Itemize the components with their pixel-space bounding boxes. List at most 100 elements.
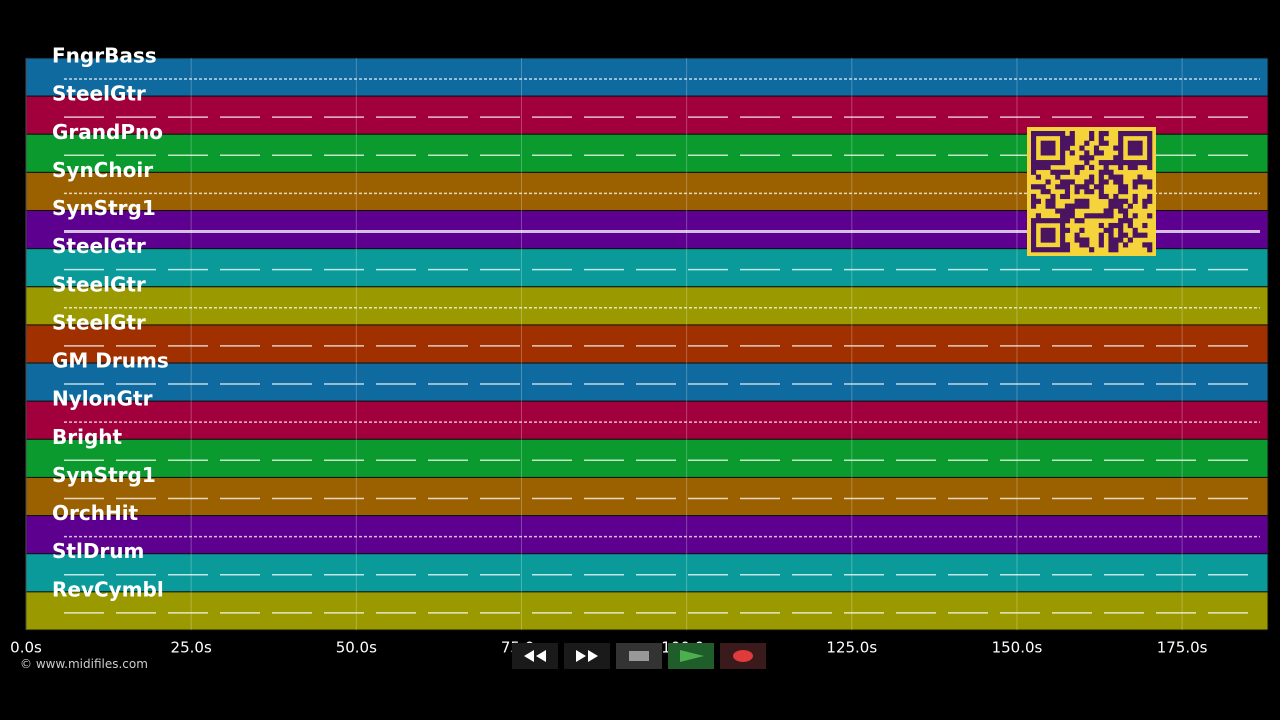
qr-cell xyxy=(1035,164,1041,171)
qr-cell xyxy=(1147,140,1153,146)
qr-cell xyxy=(1064,247,1071,253)
qr-cell xyxy=(1089,131,1095,137)
qr-cell xyxy=(1113,174,1119,180)
qr-cell xyxy=(1118,198,1124,204)
qr-cell xyxy=(1089,155,1095,161)
qr-cell xyxy=(1045,145,1051,151)
qr-cell xyxy=(1089,189,1095,195)
qr-cell xyxy=(1031,155,1037,161)
qr-cell xyxy=(1045,198,1051,204)
qr-cell xyxy=(1098,135,1104,141)
rewind-button[interactable] xyxy=(512,643,558,669)
qr-cell xyxy=(1084,150,1090,156)
qr-cell xyxy=(1045,140,1051,146)
qr-cell xyxy=(1132,198,1138,204)
copyright: © www.midifiles.com xyxy=(20,657,148,671)
qr-cell xyxy=(1108,213,1114,219)
qr-cell xyxy=(1050,247,1056,253)
qr-cell xyxy=(1103,140,1109,146)
qr-cell xyxy=(1064,179,1071,185)
qr-cell xyxy=(1118,179,1124,185)
qr-cell xyxy=(1064,184,1071,190)
qr-cell xyxy=(1031,218,1037,224)
qr-cell xyxy=(1064,208,1071,214)
qr-cell xyxy=(1040,145,1046,151)
qr-cell xyxy=(1050,160,1056,166)
qr-cell xyxy=(1098,213,1104,219)
qr-cell xyxy=(1031,222,1037,229)
qr-cell xyxy=(1118,218,1124,224)
qr-cell xyxy=(1069,213,1075,219)
qr-cell xyxy=(1118,155,1124,161)
track-lane xyxy=(25,438,1269,478)
qr-cell xyxy=(1089,213,1095,219)
qr-cell xyxy=(1040,237,1046,243)
qr-cell xyxy=(1113,155,1119,161)
qr-cell xyxy=(1122,242,1129,248)
qr-cell xyxy=(1045,237,1051,243)
play-button[interactable] xyxy=(668,643,714,669)
qr-cell xyxy=(1147,131,1153,137)
qr-cell xyxy=(1118,203,1124,209)
stop-button[interactable] xyxy=(616,643,662,669)
qr-cell xyxy=(1045,189,1051,195)
qr-cell xyxy=(1132,179,1138,185)
qr-cell xyxy=(1132,140,1138,146)
qr-cell xyxy=(1060,155,1066,161)
qr-cell xyxy=(1122,184,1129,190)
qr-cell xyxy=(1055,174,1061,180)
qr-cell xyxy=(1118,131,1124,137)
qr-cell xyxy=(1064,203,1071,209)
qr-cell xyxy=(1089,174,1095,180)
qr-cell xyxy=(1060,227,1066,233)
qr-cell xyxy=(1035,247,1041,253)
qr-cell xyxy=(1064,227,1071,233)
record-button[interactable] xyxy=(720,643,766,669)
qr-cell xyxy=(1040,160,1046,166)
qr-cell xyxy=(1108,222,1114,229)
qr-cell xyxy=(1137,179,1143,185)
qr-cell xyxy=(1103,208,1109,214)
qr-cell xyxy=(1031,135,1037,141)
qr-cell xyxy=(1132,232,1138,238)
qr-cell xyxy=(1035,213,1041,219)
qr-cell xyxy=(1122,160,1129,166)
qr-cell xyxy=(1118,222,1124,229)
qr-cell xyxy=(1084,213,1090,219)
qr-cell xyxy=(1098,189,1104,195)
qr-cell xyxy=(1113,193,1119,200)
qr-cell xyxy=(1084,179,1090,185)
qr-cell xyxy=(1079,164,1085,171)
qr-cell xyxy=(1031,232,1037,238)
qr-cell xyxy=(1069,208,1075,214)
x-tick-label: 25.0s xyxy=(171,639,212,657)
qr-cell xyxy=(1127,203,1133,209)
qr-cell xyxy=(1137,232,1143,238)
qr-cell xyxy=(1060,145,1066,151)
qr-cell xyxy=(1035,131,1041,137)
qr-cell xyxy=(1108,174,1114,180)
qr-cell xyxy=(1040,247,1046,253)
track-label: FngrBass xyxy=(52,44,157,68)
qr-cell xyxy=(1108,227,1114,233)
qr-cell xyxy=(1074,198,1080,204)
forward-button[interactable] xyxy=(564,643,610,669)
qr-cell xyxy=(1060,218,1066,224)
labels: FngrBass SteelGtr GrandPno SynChoir SynStrg1… xyxy=(52,44,169,602)
qr-cell xyxy=(1040,227,1046,233)
qr-cell xyxy=(1147,164,1153,171)
qr-cell xyxy=(1103,179,1109,185)
qr-cell xyxy=(1035,174,1041,180)
qr-cell xyxy=(1137,145,1143,151)
qr-cell xyxy=(1084,184,1090,190)
qr-cell xyxy=(1118,174,1124,180)
qr-cell xyxy=(1079,198,1085,204)
qr-cell xyxy=(1031,184,1037,190)
qr-cell xyxy=(1113,160,1119,166)
track-lane xyxy=(25,515,1269,555)
qr-cell xyxy=(1118,145,1124,151)
qr-cell xyxy=(1035,160,1041,166)
qr-cell xyxy=(1147,135,1153,141)
qr-cell xyxy=(1064,213,1071,219)
track-label: SteelGtr xyxy=(52,82,146,106)
